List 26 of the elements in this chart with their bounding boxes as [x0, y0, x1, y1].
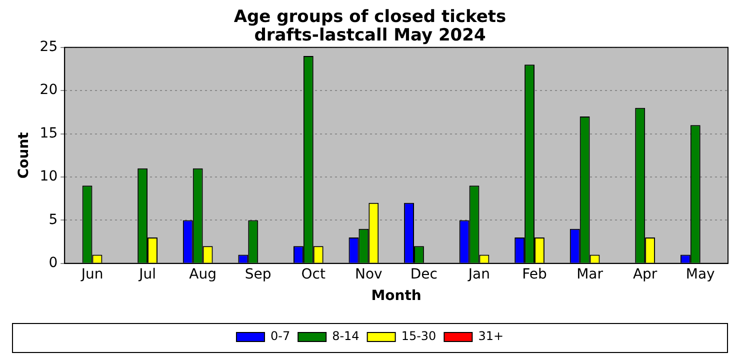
x-tick-label: Apr — [632, 266, 658, 282]
y-tick-label: 10 — [40, 168, 58, 185]
x-tick-label: Feb — [522, 266, 548, 282]
x-tick-label: Aug — [189, 266, 216, 282]
chart-title: Age groups of closed tickets — [234, 6, 506, 27]
legend-label: 8-14 — [332, 329, 360, 344]
x-tick-label: Dec — [410, 266, 438, 282]
chart-subtitle: drafts-lastcall May 2024 — [254, 25, 486, 46]
y-tick-label: 0 — [48, 255, 58, 272]
y-tick-label: 5 — [48, 212, 58, 228]
x-tick-label: Jan — [467, 266, 490, 282]
x-tick-label: Sep — [244, 266, 272, 282]
x-tick-label: May — [686, 266, 715, 282]
x-axis-title: Month — [371, 288, 422, 304]
y-tick-label: 25 — [40, 39, 58, 56]
y-axis-title: Count — [16, 132, 32, 179]
y-tick-label: 15 — [40, 125, 58, 142]
x-tick-label: Jun — [80, 266, 104, 282]
legend-label: 15-30 — [401, 329, 436, 344]
x-tick-label: Oct — [301, 266, 326, 282]
x-tick-label: Nov — [355, 266, 382, 282]
x-tick-label: Mar — [576, 266, 604, 282]
x-tick-label: Jul — [138, 266, 156, 282]
y-tick-label: 20 — [40, 82, 58, 98]
legend-label: 0-7 — [270, 329, 290, 344]
legend-label: 31+ — [478, 329, 504, 344]
